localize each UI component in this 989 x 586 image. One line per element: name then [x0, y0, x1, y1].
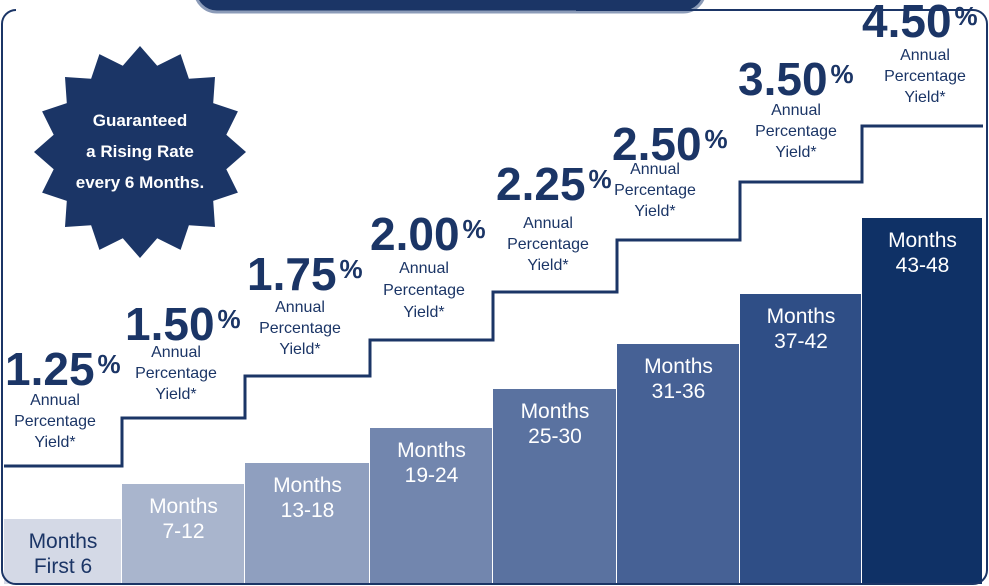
- rate-unit: %: [98, 349, 121, 379]
- top-banner: [195, 0, 705, 14]
- rate-caption: Percentage: [14, 413, 96, 430]
- rate-caption: Percentage: [884, 68, 966, 85]
- rate: 3.50%: [738, 53, 854, 105]
- period-bar: [122, 484, 244, 584]
- period-bar: [617, 344, 739, 584]
- rate-caption: Percentage: [755, 123, 837, 140]
- period-label: 43-48: [896, 254, 950, 277]
- period-bar: [493, 389, 616, 584]
- badge-star: [34, 46, 246, 258]
- rate-value: 2.00: [370, 208, 460, 260]
- rate-caption: Yield*: [634, 203, 675, 220]
- rate-caption: Annual: [399, 260, 449, 277]
- rate-unit: %: [340, 254, 363, 284]
- rate-value: 1.50: [125, 298, 215, 350]
- rate: 2.00%: [370, 208, 486, 260]
- rate: 2.25%: [496, 158, 612, 210]
- rate-unit: %: [218, 304, 241, 334]
- rate: 1.75%: [247, 248, 363, 300]
- rate-caption: Yield*: [403, 304, 444, 321]
- rate: 2.50%: [612, 118, 728, 170]
- badge-text: every 6 Months.: [76, 173, 205, 192]
- period-label: Months: [397, 439, 466, 462]
- rate-value: 1.25: [5, 343, 95, 395]
- rate: 1.50%: [125, 298, 241, 350]
- period-label: 25-30: [528, 425, 582, 448]
- period-bar: [370, 428, 492, 584]
- period-label: Months: [273, 474, 342, 497]
- rate-value: 1.75: [247, 248, 337, 300]
- rate-caption: Yield*: [155, 386, 196, 403]
- period-bar: [4, 519, 121, 584]
- rate-unit: %: [831, 59, 854, 89]
- rate-value: 4.50: [862, 0, 952, 47]
- rate-unit: %: [463, 214, 486, 244]
- rate-caption: Percentage: [259, 320, 341, 337]
- rate-caption: Percentage: [383, 282, 465, 299]
- period-bar: [740, 294, 861, 584]
- rate: 1.25%: [5, 343, 121, 395]
- step-line: [4, 124, 983, 468]
- rate: 4.50%: [862, 0, 978, 47]
- rate-caption: Annual: [630, 161, 680, 178]
- rate-caption: Annual: [771, 102, 821, 119]
- rate-value: 2.25: [496, 158, 586, 210]
- rate-unit: %: [705, 124, 728, 154]
- period-label: Months: [29, 530, 98, 553]
- period-label: 31-36: [652, 380, 706, 403]
- rate-caption: Yield*: [34, 434, 75, 451]
- rate-caption: Annual: [151, 344, 201, 361]
- rate-value: 2.50: [612, 118, 702, 170]
- period-label: Months: [644, 355, 713, 378]
- period-label: 13-18: [281, 499, 335, 522]
- rate-caption: Annual: [900, 47, 950, 64]
- rate-unit: %: [955, 1, 978, 31]
- period-label: 19-24: [405, 464, 459, 487]
- period-label: Months: [888, 229, 957, 252]
- period-label: Months: [521, 400, 590, 423]
- rate-caption: Yield*: [527, 257, 568, 274]
- rate-caption: Annual: [523, 215, 573, 232]
- period-label: Months: [149, 495, 218, 518]
- rate-caption: Percentage: [614, 182, 696, 199]
- frame: [1, 9, 988, 585]
- period-label: Months: [767, 305, 836, 328]
- rate-caption: Yield*: [279, 341, 320, 358]
- badge-text: Guaranteed: [93, 111, 187, 130]
- period-label: 7-12: [162, 520, 204, 543]
- rate-caption: Percentage: [507, 236, 589, 253]
- rate-caption: Yield*: [775, 144, 816, 161]
- rate-caption: Annual: [30, 392, 80, 409]
- period-label: 37-42: [774, 330, 828, 353]
- period-bar: [862, 218, 982, 584]
- rate-caption: Percentage: [135, 365, 217, 382]
- period-bar: [245, 463, 369, 584]
- rate-caption: Annual: [275, 299, 325, 316]
- badge-text: a Rising Rate: [86, 142, 194, 161]
- period-label: First 6: [34, 555, 92, 578]
- rate-caption: Yield*: [904, 89, 945, 106]
- rate-unit: %: [589, 164, 612, 194]
- rate-value: 3.50: [738, 53, 828, 105]
